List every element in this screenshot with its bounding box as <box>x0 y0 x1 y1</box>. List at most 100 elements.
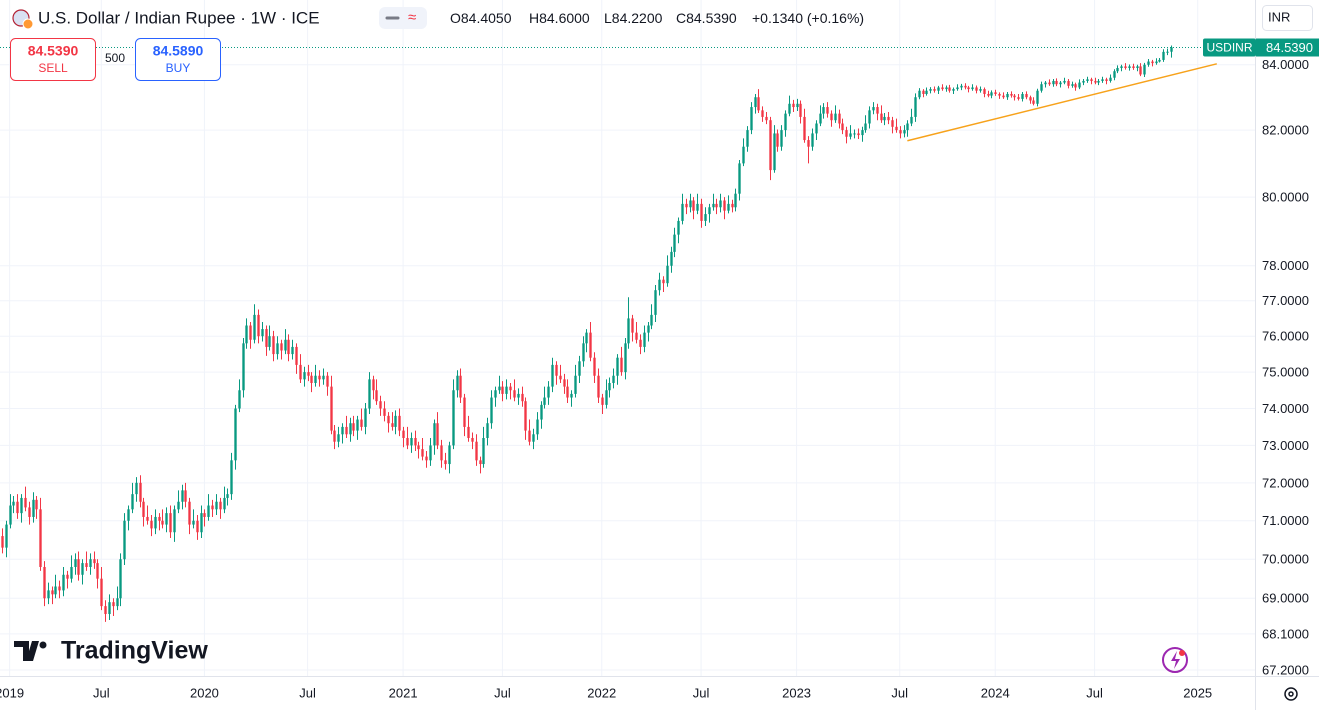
candle-body <box>593 357 596 376</box>
candle-body <box>1021 93 1024 99</box>
sell-price[interactable]: 84.5390 <box>28 43 79 59</box>
currency-button[interactable] <box>1262 5 1313 31</box>
candle-body <box>673 234 676 252</box>
x-tick-label: 2023 <box>782 685 811 700</box>
buy-box[interactable] <box>135 38 221 81</box>
candle-body <box>223 497 226 510</box>
candle-body <box>456 375 459 391</box>
buy-price[interactable]: 84.5890 <box>153 43 204 59</box>
candle-body <box>77 559 80 575</box>
candle-body <box>551 364 554 387</box>
candle-body <box>28 507 31 517</box>
y-tick-label: 77.0000 <box>1262 293 1309 308</box>
candle-body <box>868 110 871 124</box>
logo-icon <box>39 641 47 649</box>
candle-body <box>910 116 913 124</box>
candle-body <box>261 329 264 337</box>
candle-body <box>608 382 611 391</box>
candle-body <box>360 419 363 427</box>
candle-body <box>731 203 734 208</box>
candle-body <box>184 490 187 502</box>
candle-body <box>330 386 333 431</box>
sell-label[interactable]: SELL <box>38 61 68 75</box>
y-tick-label: 78.0000 <box>1262 258 1309 273</box>
candle-body <box>100 578 103 607</box>
candle-body <box>563 379 566 387</box>
candle-body <box>1116 67 1119 72</box>
plot-area <box>0 45 1255 622</box>
candle-body <box>471 437 474 442</box>
alert-icon[interactable] <box>1162 647 1188 673</box>
settings-icon[interactable] <box>1284 687 1298 701</box>
candle-body <box>417 445 420 450</box>
candle-body <box>1120 66 1123 68</box>
candle-body <box>242 343 245 391</box>
candle-body <box>876 107 879 114</box>
candle-body <box>276 343 279 355</box>
buy-button[interactable]: 84.5890 BUY <box>135 38 221 81</box>
candle-body <box>459 375 462 398</box>
candle-body <box>811 133 814 147</box>
symbol-tag-label: USDINR <box>1206 41 1252 55</box>
candle-body <box>1025 93 1028 98</box>
toggle-button[interactable] <box>379 7 427 29</box>
candle-body <box>1017 97 1020 99</box>
candle-body <box>322 375 325 380</box>
candle-body <box>43 566 46 599</box>
candle-body <box>257 314 260 337</box>
candle-body <box>631 318 634 333</box>
candle-body <box>245 325 248 344</box>
candle-body <box>792 103 795 108</box>
alert-icon <box>1171 651 1180 669</box>
candle-body <box>207 505 210 517</box>
candle-body <box>131 494 134 510</box>
candle-body <box>861 130 864 136</box>
y-tick-label: 76.0000 <box>1262 329 1309 344</box>
change-value: +0.1340 (+0.16%) <box>752 10 864 26</box>
candle-body <box>540 404 543 420</box>
candle-body <box>70 566 73 579</box>
price-axis: 84.0000 82.0000 80.0000 78.0000 77.0000 76.00… <box>1262 57 1309 677</box>
candle-body <box>272 336 275 355</box>
candle-body <box>1166 51 1169 53</box>
candle-body <box>429 445 432 461</box>
candle-body <box>906 123 909 131</box>
sell-box[interactable] <box>10 38 96 81</box>
sell-button[interactable]: 84.5390 SELL <box>10 38 96 81</box>
candle-body <box>425 456 428 461</box>
candle-body <box>925 90 928 94</box>
candle-body <box>750 107 753 131</box>
candle-body <box>1059 82 1062 85</box>
candle-body <box>295 346 298 365</box>
candle-body <box>436 423 439 446</box>
candle-body <box>93 559 96 564</box>
candle-body <box>635 332 638 340</box>
candle-body <box>1006 93 1009 98</box>
candle-body <box>314 375 317 383</box>
currency-label[interactable]: INR <box>1268 9 1290 24</box>
candle-body <box>605 390 608 405</box>
candle-body <box>964 85 967 88</box>
candle-body <box>165 513 168 525</box>
candle-body <box>757 97 760 111</box>
candle-body <box>761 110 764 117</box>
candle-body <box>475 441 478 461</box>
candle-body <box>9 505 12 525</box>
candle-body <box>918 90 921 98</box>
buy-label[interactable]: BUY <box>166 61 191 75</box>
candle-body <box>24 497 27 508</box>
candle-body <box>479 460 482 465</box>
candle-body <box>1158 59 1161 62</box>
candle-body <box>391 423 394 427</box>
candle-body <box>796 103 799 108</box>
candle-body <box>857 133 860 136</box>
candle-body <box>410 437 413 446</box>
candle-body <box>116 598 119 607</box>
candle-body <box>501 386 504 394</box>
candle-body <box>1036 90 1039 104</box>
candle-body <box>234 408 237 461</box>
candle-body <box>616 357 619 376</box>
candle-body <box>1147 61 1150 65</box>
candle-body <box>47 590 50 599</box>
